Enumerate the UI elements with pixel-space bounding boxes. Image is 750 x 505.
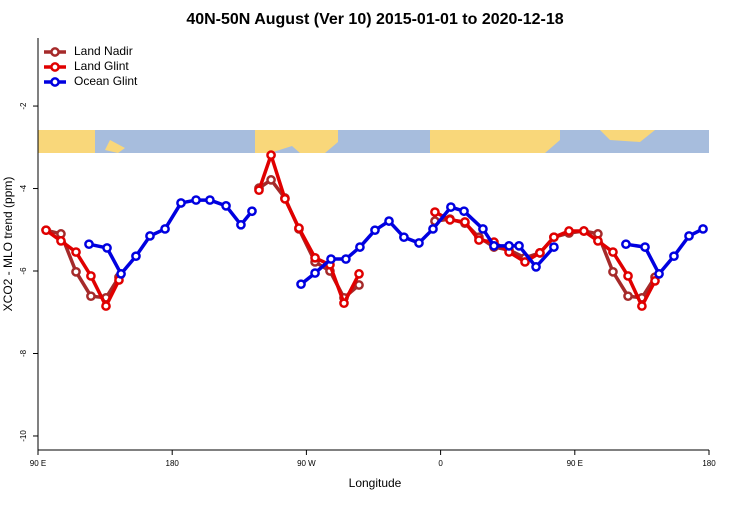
data-point (478, 224, 488, 234)
data-point (71, 247, 81, 257)
series-line (45, 153, 657, 308)
x-tick-label: 90 E (30, 459, 46, 468)
data-point (430, 207, 440, 217)
data-point (86, 291, 96, 302)
data-point (131, 251, 141, 262)
data-point (339, 298, 349, 309)
data-point (399, 232, 409, 243)
data-point (593, 236, 603, 246)
data-point (354, 269, 364, 279)
data-point (56, 236, 66, 246)
data-point (414, 238, 424, 248)
data-point (41, 225, 51, 236)
data-point (294, 223, 304, 233)
y-tick-label: -10 (19, 430, 28, 442)
data-point (266, 175, 276, 185)
y-tick-label: -8 (19, 349, 28, 357)
map-strip (38, 130, 709, 153)
data-point (489, 241, 499, 251)
legend-marker (50, 62, 60, 72)
data-point (520, 257, 530, 267)
data-point (370, 225, 380, 236)
data-point (191, 195, 201, 205)
x-tick-label: 90 W (297, 459, 316, 468)
data-point (445, 215, 455, 225)
data-point (531, 262, 541, 272)
series-line (45, 178, 657, 300)
data-point (280, 193, 290, 204)
data-point (637, 301, 647, 311)
chart-title: 40N-50N August (Ver 10) 2015-01-01 to 20… (186, 11, 563, 28)
data-point (160, 224, 170, 234)
data-point (247, 206, 257, 217)
data-point (266, 150, 276, 160)
data-point (310, 268, 320, 278)
data-point (640, 242, 650, 252)
data-point (84, 239, 94, 250)
data-point (86, 271, 96, 281)
data-point (549, 232, 559, 243)
x-tick-label: 0 (438, 459, 443, 468)
data-point (474, 235, 484, 245)
data-point (236, 219, 246, 230)
data-point (564, 226, 574, 236)
data-point (102, 243, 112, 253)
data-point (101, 301, 111, 311)
data-point (205, 195, 215, 205)
data-point (355, 242, 365, 252)
data-point (535, 248, 545, 258)
data-point (145, 231, 155, 241)
legend-marker (50, 47, 60, 57)
y-tick-label: -6 (19, 267, 28, 275)
plot-area (41, 150, 708, 311)
data-point (71, 266, 81, 277)
data-point (650, 276, 660, 286)
data-point (623, 291, 633, 302)
x-tick-label: 180 (702, 459, 716, 468)
legend-marker (50, 77, 60, 87)
data-point (654, 269, 664, 279)
data-point (698, 224, 708, 234)
data-point (446, 202, 456, 212)
x-axis-label: Longitude (349, 476, 402, 490)
y-tick-label: -2 (19, 102, 28, 110)
data-point (176, 198, 186, 208)
data-point (623, 271, 633, 281)
data-point (428, 224, 438, 234)
legend-label: Land Glint (74, 59, 129, 73)
data-point (579, 226, 589, 236)
data-point (116, 269, 126, 279)
data-point (514, 241, 524, 251)
data-point (326, 254, 336, 264)
data-point (608, 247, 618, 257)
data-point (384, 216, 394, 226)
data-point (310, 252, 320, 263)
legend-label: Ocean Glint (74, 74, 138, 88)
data-point (504, 241, 514, 251)
data-point (460, 217, 470, 227)
data-point (296, 279, 306, 290)
data-point (341, 254, 351, 264)
y-tick-label: -4 (19, 184, 28, 192)
data-point (621, 239, 631, 250)
data-point (608, 266, 618, 277)
data-point (669, 251, 679, 262)
y-axis-label: XCO2 - MLO trend (ppm) (1, 177, 15, 312)
data-point (221, 201, 231, 211)
x-tick-label: 180 (166, 459, 180, 468)
data-point (354, 280, 364, 290)
data-point (254, 185, 264, 196)
x-tick-label: 90 E (567, 459, 583, 468)
data-point (684, 231, 694, 241)
data-point (549, 242, 559, 252)
legend-label: Land Nadir (74, 44, 133, 58)
data-point (459, 206, 469, 217)
